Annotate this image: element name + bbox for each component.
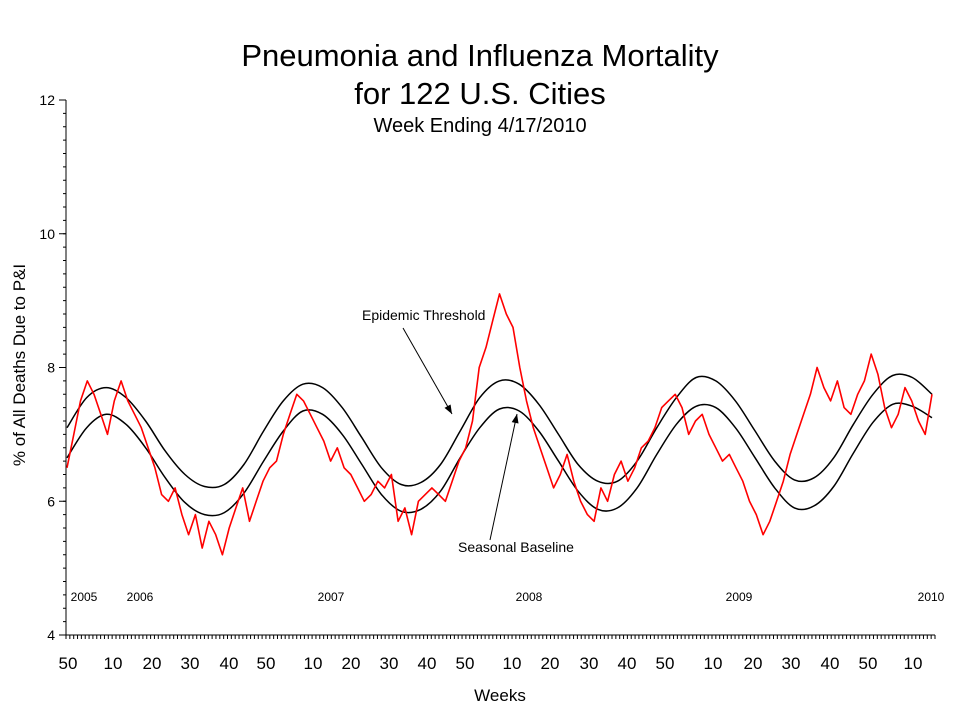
x-tick-label: 10 — [503, 654, 522, 673]
x-tick-label: 30 — [181, 654, 200, 673]
chart-title: Pneumonia and Influenza Mortality — [241, 38, 719, 73]
x-tick-label: 30 — [380, 654, 399, 673]
x-tick-label: 10 — [304, 654, 323, 673]
x-tick-label: 50 — [859, 654, 878, 673]
x-tick-label: 20 — [143, 654, 162, 673]
x-tick-label: 20 — [342, 654, 361, 673]
x-tick-label: 30 — [782, 654, 801, 673]
x-tick-label: 30 — [580, 654, 599, 673]
x-tick-label: 50 — [456, 654, 475, 673]
annotation-label: Epidemic Threshold — [362, 307, 485, 323]
x-tick-label: 40 — [220, 654, 239, 673]
x-tick-label: 50 — [656, 654, 675, 673]
x-tick-label: 40 — [418, 654, 437, 673]
y-tick-label: 8 — [47, 360, 55, 376]
year-label: 2006 — [127, 590, 154, 604]
y-tick-label: 6 — [47, 493, 55, 509]
y-tick-label: 12 — [39, 92, 55, 108]
year-label: 2009 — [726, 590, 753, 604]
year-label: 2007 — [318, 590, 345, 604]
chart-subtitle: Week Ending 4/17/2010 — [373, 115, 587, 137]
chart-title-line2: for 122 U.S. Cities — [354, 76, 606, 111]
x-tick-label: 10 — [704, 654, 723, 673]
x-tick-label: 50 — [59, 654, 78, 673]
x-axis-label: Weeks — [474, 686, 526, 705]
annotation-label: Seasonal Baseline — [458, 539, 574, 555]
series-epidemic-threshold — [66, 373, 933, 489]
series-percent-pi — [66, 293, 933, 556]
annotation-arrowhead — [511, 414, 519, 424]
x-tick-label: 10 — [904, 654, 923, 673]
annotation-arrowhead — [444, 404, 452, 414]
year-label: 2005 — [71, 590, 98, 604]
year-label: 2010 — [918, 590, 945, 604]
y-tick-label: 10 — [39, 226, 55, 242]
year-label: 2008 — [516, 590, 543, 604]
annotation-arrow — [489, 413, 518, 541]
x-tick-label: 40 — [618, 654, 637, 673]
x-tick-label: 40 — [821, 654, 840, 673]
x-tick-label: 10 — [104, 654, 123, 673]
annotation-arrow — [402, 327, 453, 415]
y-tick-label: 4 — [47, 627, 55, 643]
series-seasonal-baseline — [66, 402, 933, 517]
x-tick-label: 20 — [744, 654, 763, 673]
x-tick-label: 50 — [257, 654, 276, 673]
x-tick-label: 20 — [541, 654, 560, 673]
